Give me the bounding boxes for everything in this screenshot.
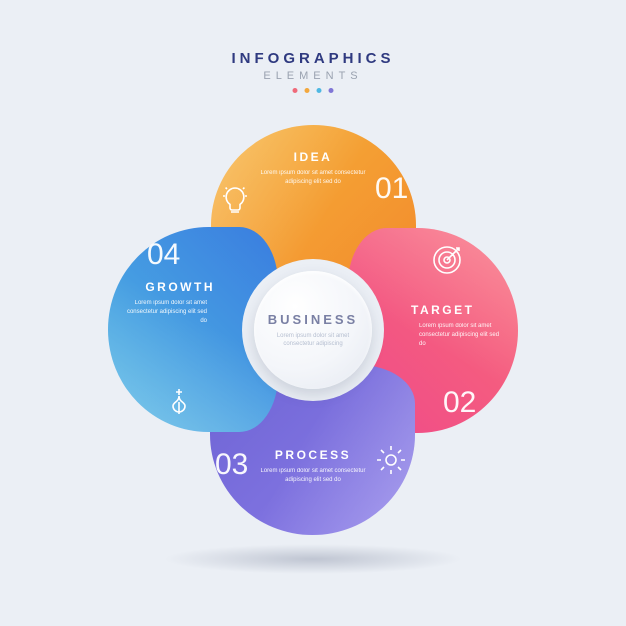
center-title: BUSINESS	[268, 312, 358, 327]
header-title: INFOGRAPHICS	[231, 50, 394, 67]
segment-target-title: TARGET	[411, 303, 511, 317]
segment-idea-title: IDEA	[248, 150, 378, 164]
segment-idea-body: Lorem ipsum dolor sit amet consectetur a…	[248, 169, 378, 187]
segment-growth-content: GROWTH Lorem ipsum dolor sit amet consect…	[115, 280, 215, 326]
header-dot	[328, 88, 333, 93]
segment-growth-title: GROWTH	[115, 280, 215, 294]
growth-icon	[163, 384, 195, 421]
header-title-bold: INFOGRAPHICS	[231, 50, 394, 67]
segment-target-content: TARGET Lorem ipsum dolor sit amet consect…	[411, 303, 511, 349]
segment-idea-content: IDEA Lorem ipsum dolor sit amet consectet…	[248, 150, 378, 187]
segment-growth-number: 04	[147, 238, 180, 272]
gear-icon	[375, 444, 407, 481]
segment-target-body: Lorem ipsum dolor sit amet consectetur a…	[411, 322, 511, 349]
segment-target-number: 02	[443, 386, 476, 420]
segment-process-title: PROCESS	[248, 448, 378, 462]
infographic-ring: BUSINESS Lorem ipsum dolor sit amet cons…	[113, 130, 513, 530]
lightbulb-icon	[219, 184, 251, 221]
header: INFOGRAPHICS ELEMENTS	[231, 50, 394, 93]
segment-process-number: 03	[215, 448, 248, 482]
drop-shadow	[163, 544, 463, 574]
header-dot	[292, 88, 297, 93]
segment-growth-body: Lorem ipsum dolor sit amet consectetur a…	[115, 299, 215, 326]
segment-process-content: PROCESS Lorem ipsum dolor sit amet consec…	[248, 448, 378, 485]
target-icon	[431, 244, 463, 281]
header-dots	[231, 88, 394, 93]
segment-idea-number: 01	[375, 172, 408, 206]
header-dot	[304, 88, 309, 93]
center-subtitle: Lorem ipsum dolor sit amet consectetur a…	[254, 332, 372, 349]
header-subtitle: ELEMENTS	[231, 70, 394, 82]
center-circle: BUSINESS Lorem ipsum dolor sit amet cons…	[254, 271, 372, 389]
header-dot	[316, 88, 321, 93]
segment-process-body: Lorem ipsum dolor sit amet consectetur a…	[248, 467, 378, 485]
